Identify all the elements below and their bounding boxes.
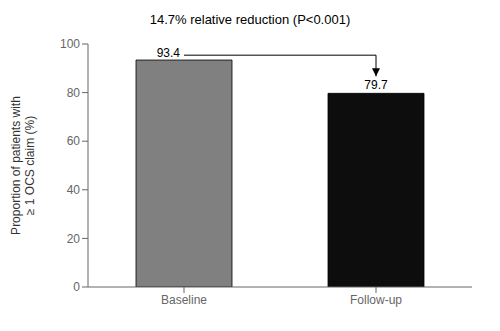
svg-text:80: 80 [67, 86, 81, 100]
svg-text:Proportion of patients with≥ 1: Proportion of patients with≥ 1 OCS claim… [9, 96, 37, 235]
svg-text:Baseline: Baseline [161, 293, 207, 307]
svg-text:93.4: 93.4 [157, 46, 181, 60]
svg-text:60: 60 [67, 134, 81, 148]
svg-text:100: 100 [60, 37, 80, 51]
svg-text:0: 0 [73, 280, 80, 294]
svg-text:40: 40 [67, 183, 81, 197]
html-text:14.7% relative reduction (P<0.: 14.7% relative reduction (P<0.001) [149, 12, 351, 27]
svg-text:Follow-up: Follow-up [350, 293, 402, 307]
svg-text:79.7: 79.7 [364, 78, 388, 92]
svg-text:20: 20 [67, 232, 81, 246]
